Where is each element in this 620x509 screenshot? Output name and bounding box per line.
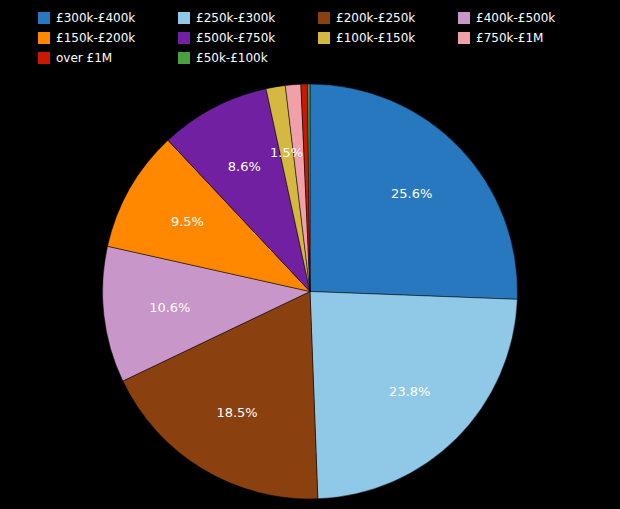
pie-slice — [310, 84, 518, 299]
legend-label: £500k-£750k — [196, 31, 275, 45]
legend-swatch — [458, 12, 470, 24]
legend-label: £100k-£150k — [336, 31, 415, 45]
legend-label: £300k-£400k — [56, 11, 135, 25]
data-label: 8.6% — [228, 159, 261, 174]
data-label: 10.6% — [149, 300, 190, 315]
data-label: 23.8% — [389, 384, 430, 399]
legend: £300k-£400k £250k-£300k £200k-£250k £400k-£… — [38, 11, 555, 65]
legend-swatch — [318, 12, 330, 24]
legend-label: £400k-£500k — [476, 11, 555, 25]
data-label: 1.5% — [270, 145, 303, 160]
legend-swatch — [178, 52, 190, 64]
legend-item: £250k-£300k — [178, 11, 275, 25]
data-label: 25.6% — [391, 186, 432, 201]
legend-label: £150k-£200k — [56, 31, 135, 45]
data-label: 18.5% — [216, 405, 257, 420]
legend-swatch — [178, 12, 190, 24]
legend-label: over £1M — [56, 51, 112, 65]
legend-item: £750k-£1M — [458, 31, 543, 45]
legend-label: £200k-£250k — [336, 11, 415, 25]
legend-label: £250k-£300k — [196, 11, 275, 25]
pie-slice — [310, 292, 517, 499]
legend-swatch — [318, 32, 330, 44]
pie-slice — [285, 84, 310, 291]
legend-item: £200k-£250k — [318, 11, 415, 25]
legend-swatch — [38, 12, 50, 24]
pie-slice — [301, 84, 310, 291]
legend-label: £750k-£1M — [476, 31, 543, 45]
legend-item: £400k-£500k — [458, 11, 555, 25]
legend-item: £500k-£750k — [178, 31, 275, 45]
legend-item: £150k-£200k — [38, 31, 135, 45]
legend-item: over £1M — [38, 51, 112, 65]
legend-swatch — [458, 32, 470, 44]
legend-item: £300k-£400k — [38, 11, 135, 25]
legend-swatch — [38, 52, 50, 64]
legend-label: £50k-£100k — [196, 51, 268, 65]
legend-item: £100k-£150k — [318, 31, 415, 45]
legend-swatch — [38, 32, 50, 44]
data-labels: 25.6% 23.8% 18.5% 10.6% 9.5% 8.6% 1.5% — [149, 145, 432, 420]
data-label: 9.5% — [171, 214, 204, 229]
legend-item: £50k-£100k — [178, 51, 268, 65]
legend-swatch — [178, 32, 190, 44]
pie-slice — [307, 84, 310, 292]
pie — [102, 84, 517, 499]
chart: £300k-£400k £250k-£300k £200k-£250k £400k-£… — [0, 0, 620, 509]
